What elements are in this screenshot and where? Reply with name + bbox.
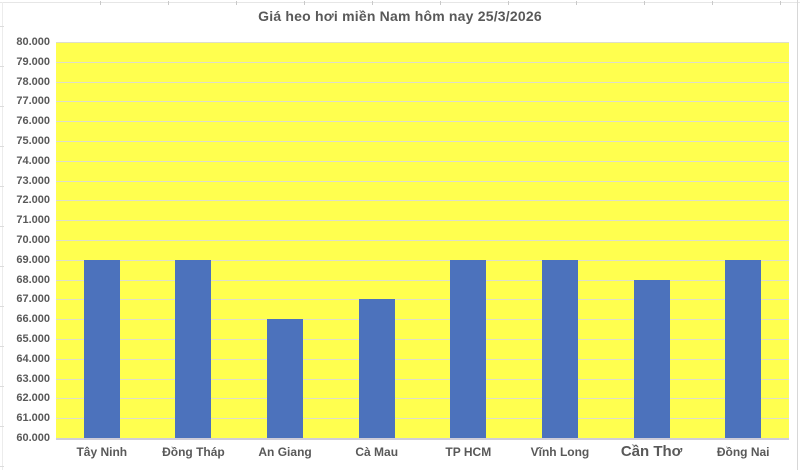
gridline xyxy=(56,418,789,420)
spreadsheet-right-gridline xyxy=(797,0,798,470)
spreadsheet-row-tick xyxy=(0,66,4,67)
plot-area xyxy=(56,42,789,440)
bar-Cần Thơ xyxy=(633,279,670,438)
gridline xyxy=(56,101,789,103)
x-tick-label: TP HCM xyxy=(445,445,492,459)
y-tick-label: 69.000 xyxy=(16,253,50,266)
y-tick-label: 66.000 xyxy=(16,313,50,326)
bar-slot xyxy=(148,42,240,438)
spreadsheet-row-tick xyxy=(0,386,4,387)
spreadsheet-row-tick xyxy=(0,466,4,467)
spreadsheet-row-tick xyxy=(0,306,4,307)
bar-slot xyxy=(697,42,789,438)
gridline xyxy=(56,180,789,182)
gridline xyxy=(56,160,789,162)
bar-Tây Ninh xyxy=(83,259,120,438)
x-tick-label: Vĩnh Long xyxy=(530,445,590,459)
spreadsheet-row-tick xyxy=(0,266,4,267)
spreadsheet-column-tick xyxy=(372,1,373,5)
y-tick-label: 63.000 xyxy=(16,372,50,385)
y-tick-label: 72.000 xyxy=(16,194,50,207)
y-tick-label: 73.000 xyxy=(16,174,50,187)
y-tick-label: 75.000 xyxy=(16,135,50,147)
spreadsheet-column-tick xyxy=(508,1,509,5)
gridline xyxy=(56,358,789,360)
x-tick-label: Đồng Nai xyxy=(716,445,770,459)
gridline xyxy=(56,141,789,142)
y-tick-label: 68.000 xyxy=(16,273,50,286)
spreadsheet-column-tick xyxy=(780,1,781,5)
spreadsheet-column-tick xyxy=(236,1,237,5)
y-tick-label: 64.000 xyxy=(16,352,50,365)
bar-slot xyxy=(239,42,331,438)
gridline xyxy=(56,200,789,202)
gridline xyxy=(56,240,789,241)
gridline xyxy=(56,378,789,380)
spreadsheet-column-tick xyxy=(304,1,305,5)
bar-slot xyxy=(423,42,515,438)
gridline xyxy=(56,339,789,340)
gridline xyxy=(56,259,789,261)
gridline xyxy=(56,398,789,400)
spreadsheet-top-gridline xyxy=(0,2,800,3)
x-axis-labels: Tây Ninh Đồng Tháp An Giang Cà Mau TP HCM Vĩn… xyxy=(56,443,789,461)
chart-title: Giá heo hơi miền Nam hôm nay 25/3/2026 xyxy=(258,8,542,24)
gridline xyxy=(56,61,789,63)
y-tick-label: 67.000 xyxy=(16,293,50,306)
y-tick-label: 60.000 xyxy=(16,432,50,444)
y-tick-label: 77.000 xyxy=(16,95,50,108)
y-tick-label: 78.000 xyxy=(16,75,50,88)
y-tick-label: 74.000 xyxy=(16,154,50,167)
spreadsheet-row-tick xyxy=(0,226,4,227)
spreadsheet-column-tick xyxy=(644,1,645,5)
spreadsheet-column-tick xyxy=(168,1,169,5)
spreadsheet-column-tick xyxy=(576,1,577,5)
bar-TP HCM xyxy=(450,259,487,438)
spreadsheet-column-tick xyxy=(100,1,101,5)
spreadsheet-row-tick xyxy=(0,186,4,187)
y-tick-label: 79.000 xyxy=(16,55,50,68)
gridline xyxy=(56,319,789,321)
y-tick-label: 71.000 xyxy=(16,214,50,227)
bar-slot xyxy=(331,42,423,438)
gridline xyxy=(56,279,789,281)
bar-series xyxy=(56,42,789,438)
y-tick-label: 65.000 xyxy=(16,333,50,345)
bar-Đồng Tháp xyxy=(175,259,212,438)
gridline xyxy=(56,220,789,222)
spreadsheet-row-tick xyxy=(0,146,4,147)
gridline xyxy=(56,42,789,43)
x-tick-label: Tây Ninh xyxy=(76,445,128,459)
bar-slot xyxy=(56,42,148,438)
spreadsheet-column-tick xyxy=(712,1,713,5)
y-tick-label: 62.000 xyxy=(16,392,50,405)
y-tick-label: 70.000 xyxy=(16,234,50,246)
y-tick-label: 76.000 xyxy=(16,115,50,128)
bar-slot xyxy=(514,42,606,438)
spreadsheet-column-tick xyxy=(440,1,441,5)
bar-An Giang xyxy=(267,319,304,438)
spreadsheet-row-tick xyxy=(0,26,4,27)
bar-Đồng Nai xyxy=(725,259,762,438)
spreadsheet-row-tick xyxy=(0,426,4,427)
x-tick-label: Cần Thơ xyxy=(620,443,683,460)
spreadsheet-left-gridline xyxy=(2,2,3,470)
bar-Cà Mau xyxy=(358,299,395,438)
y-tick-label: 61.000 xyxy=(16,412,50,425)
spreadsheet-row-tick xyxy=(0,106,4,107)
x-tick-label: Cà Mau xyxy=(355,445,399,459)
y-tick-label: 80.000 xyxy=(16,36,50,48)
y-axis-labels: 80.000 79.000 78.000 77.000 76.000 75.000 74.0… xyxy=(0,36,50,444)
x-tick-label: An Giang xyxy=(258,445,312,459)
bar-slot xyxy=(606,42,698,438)
x-tick-label: Đồng Tháp xyxy=(162,445,225,459)
gridline xyxy=(56,299,789,301)
spreadsheet-row-tick xyxy=(0,346,4,347)
gridline xyxy=(56,121,789,123)
bar-Vĩnh Long xyxy=(541,259,578,438)
gridline xyxy=(56,81,789,83)
